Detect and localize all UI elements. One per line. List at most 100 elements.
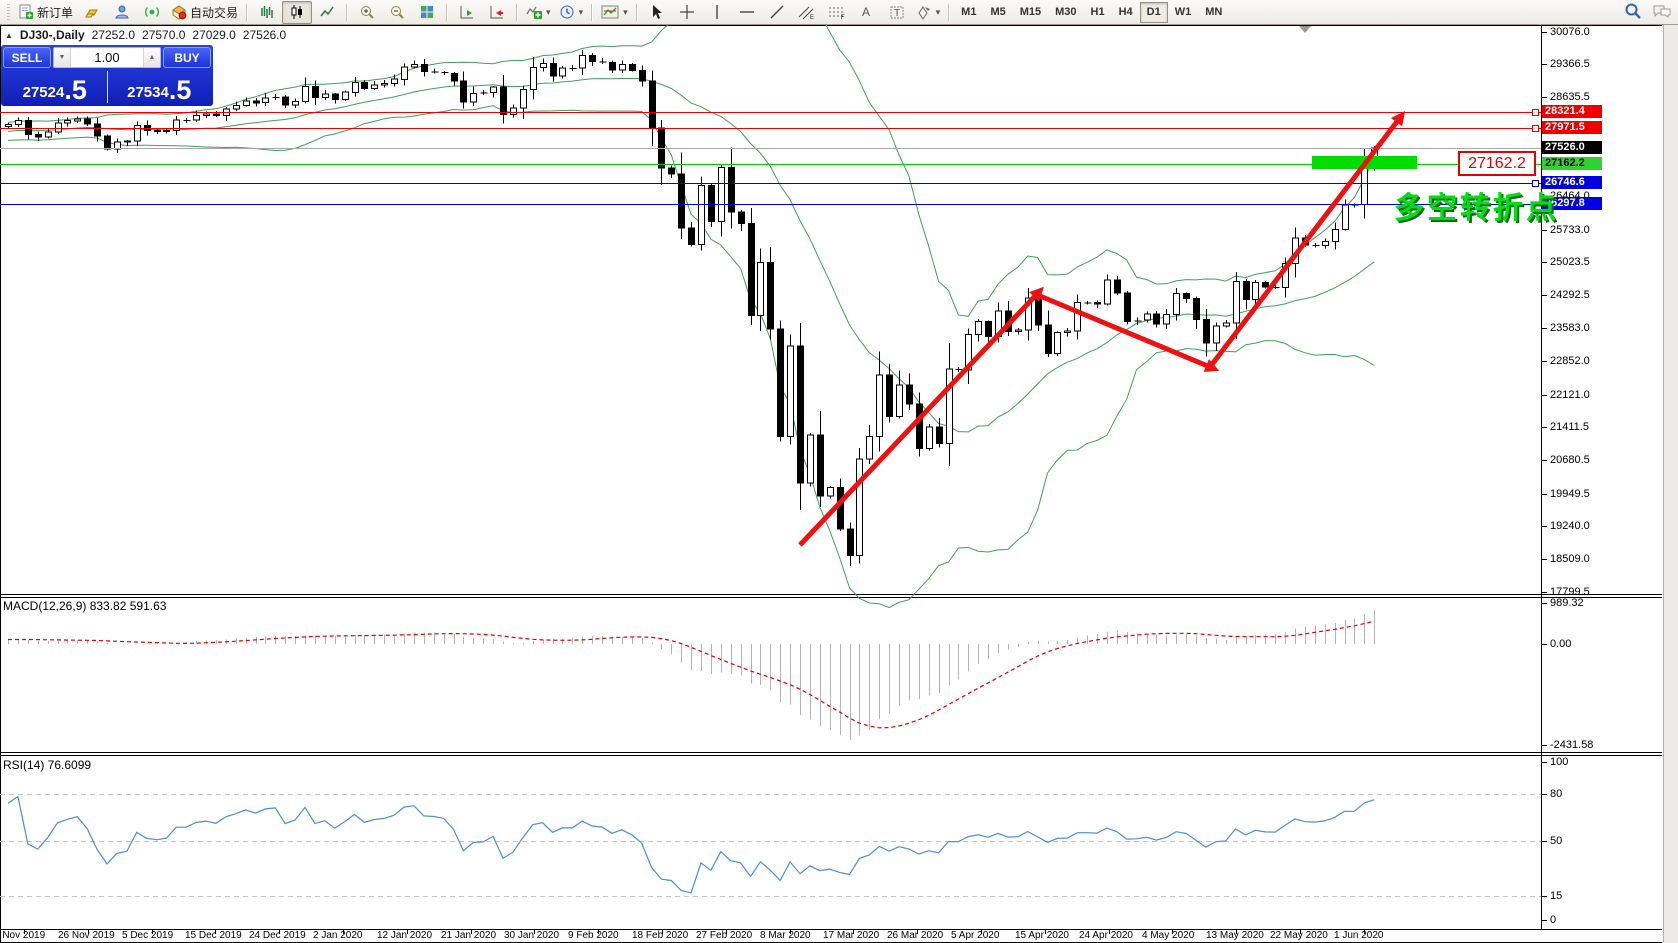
periods-clock-icon	[560, 5, 574, 19]
zoom-in-button[interactable]	[352, 1, 382, 24]
timeframe-button-D1[interactable]: D1	[1139, 1, 1168, 23]
chevron-down-icon: ▾	[546, 6, 551, 17]
periods-button[interactable]: ▾	[555, 1, 588, 24]
tile-windows-icon	[421, 6, 434, 18]
sell-price-int: 27524	[22, 84, 65, 101]
chevron-down-icon: ▾	[578, 6, 584, 17]
sell-button[interactable]: SELL	[3, 47, 51, 68]
horizontal-line-icon	[739, 11, 754, 13]
timeframe-button-M1[interactable]: M1	[961, 6, 977, 18]
toolbar-separator	[516, 3, 519, 21]
trade-panel-top-row: SELL ▼ ▲ BUY	[3, 47, 211, 68]
fibonacci-icon: F	[828, 7, 845, 20]
buy-price-pip: 5	[176, 75, 192, 105]
chart-shift-button[interactable]	[482, 1, 512, 24]
ohlc-close: 27526.0	[242, 28, 287, 42]
sell-price[interactable]: 27524. 5	[3, 69, 107, 105]
timeframe-button-W1[interactable]: W1	[1174, 6, 1192, 18]
equidistant-channel-icon: E	[798, 6, 814, 20]
collapse-triangle-icon[interactable]: ▲	[5, 30, 13, 40]
templates-button[interactable]: ▾	[597, 1, 632, 24]
svg-text:E: E	[810, 15, 814, 20]
timeframe-button-M5[interactable]: M5	[990, 6, 1006, 18]
toolbar-separator	[591, 3, 594, 21]
auto-scroll-icon	[460, 6, 474, 19]
auto-trading-button[interactable]: 自动交易	[167, 1, 242, 24]
ohlc-low: 27029.0	[192, 28, 236, 42]
toolbar-separator	[635, 3, 638, 21]
arrow-objects-button[interactable]: ▾	[912, 1, 945, 24]
timeframe-button-M15[interactable]: M15	[1019, 6, 1042, 18]
pivot-text-annotation[interactable]: 多空转折点	[1394, 192, 1559, 225]
buy-price[interactable]: 27534. 5	[108, 69, 212, 105]
search-icon[interactable]	[1624, 2, 1642, 20]
macd-label: MACD(12,26,9) 833.82 591.63	[3, 599, 167, 613]
timeframe-button-M30[interactable]: M30	[1055, 6, 1077, 18]
signal-button[interactable]	[137, 1, 167, 24]
fibonacci-tool-button[interactable]: F	[822, 1, 852, 24]
indicators-button[interactable]: ▾	[522, 1, 555, 24]
buy-button[interactable]: BUY	[163, 47, 211, 68]
arrow-objects-icon	[918, 6, 930, 20]
window-scroll-strip[interactable]	[1663, 25, 1678, 943]
timeframe-button-H4[interactable]: H4	[1118, 6, 1133, 18]
toolbar-right	[1624, 2, 1672, 20]
trendline-icon	[770, 5, 784, 19]
timeframe-button-MN[interactable]: MN	[1205, 6, 1223, 18]
ohlc-high: 27570.0	[142, 28, 186, 42]
price-flag-annotation[interactable]: 27162.2	[1458, 151, 1536, 176]
one-click-trade-panel: SELL ▼ ▲ BUY 27524.5 27534.5	[1, 45, 213, 106]
trendline-tool-button[interactable]	[762, 1, 792, 24]
zoom-out-icon	[391, 6, 404, 19]
text-label-icon: T	[890, 6, 904, 19]
toolbar-separator	[446, 3, 449, 21]
auto-scroll-button[interactable]	[452, 1, 482, 24]
crosshair-icon	[679, 5, 694, 19]
cursor-tool-button[interactable]	[642, 1, 672, 24]
accounts-button[interactable]	[107, 1, 137, 24]
equidistant-channel-tool-button[interactable]: E	[792, 1, 822, 24]
trade-panel-divider	[106, 71, 108, 103]
bar-chart-button[interactable]	[252, 1, 282, 24]
volume-input[interactable]	[71, 48, 143, 67]
candle-chart-button[interactable]	[282, 0, 313, 24]
timeframe-button-H1[interactable]: H1	[1090, 6, 1105, 18]
cursor-icon	[652, 5, 662, 19]
symbol-name: DJ30-,Daily	[19, 28, 85, 42]
volume-decrease-button[interactable]: ▼	[54, 48, 71, 67]
timeframe-group: M1 M5 M15 M30 H1 H4 D1 W1 MN	[954, 1, 1229, 23]
chevron-down-icon: ▾	[935, 6, 941, 17]
toolbar-separator	[246, 3, 249, 21]
chat-icon[interactable]	[1652, 2, 1672, 20]
horizontal-line-tool-button[interactable]	[732, 1, 762, 24]
rsi-label: RSI(14) 76.6099	[3, 758, 92, 772]
toolbar-separator	[346, 3, 349, 21]
volume-spinner: ▼ ▲	[53, 47, 161, 68]
zoom-out-button[interactable]	[382, 1, 412, 24]
accounts-icon	[115, 5, 129, 19]
text-icon: A	[862, 5, 870, 19]
buy-price-dot: .	[168, 75, 177, 105]
line-chart-button[interactable]	[312, 1, 342, 24]
templates-icon	[601, 5, 619, 19]
new-order-button[interactable]: 新订单	[14, 1, 77, 24]
sell-price-pip: 5	[71, 75, 87, 105]
ohlc-open: 27252.0	[91, 28, 136, 42]
vertical-line-icon	[715, 5, 718, 19]
line-chart-icon	[320, 6, 334, 17]
buy-price-int: 27534	[127, 84, 169, 101]
zoom-in-icon	[361, 6, 374, 19]
crosshair-tool-button[interactable]	[672, 1, 702, 24]
gold-button[interactable]	[77, 1, 107, 24]
tile-windows-button[interactable]	[412, 1, 442, 24]
trade-panel-prices: 27524. 5 27534. 5	[3, 69, 211, 105]
text-label-tool-button[interactable]: T	[882, 1, 912, 24]
vertical-line-tool-button[interactable]	[702, 1, 732, 24]
symbol-header: ▲ DJ30-,Daily 27252.0 27570.0 27029.0 27…	[5, 28, 286, 42]
text-tool-button[interactable]: A	[852, 1, 882, 24]
svg-text:T: T	[894, 8, 900, 19]
svg-text:A: A	[862, 5, 870, 19]
new-order-icon	[19, 4, 33, 19]
volume-increase-button[interactable]: ▲	[143, 48, 160, 67]
